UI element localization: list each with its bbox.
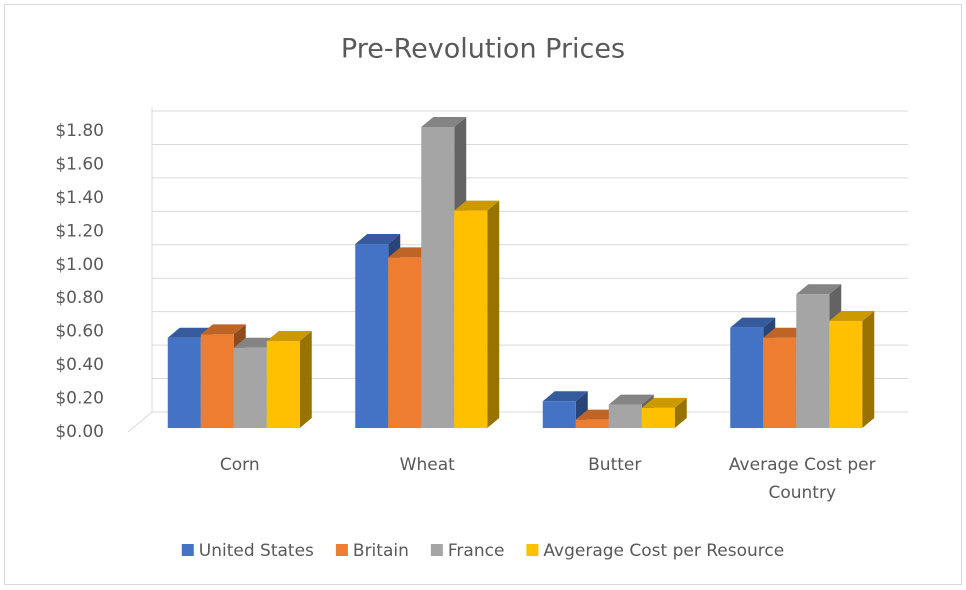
- bar-top: [608, 394, 654, 405]
- x-tick-label: Average Cost per Country: [729, 455, 876, 503]
- floor-edge: [127, 411, 153, 433]
- x-tick-label: Corn: [220, 455, 260, 475]
- bar: [796, 294, 830, 428]
- bar: [608, 404, 642, 428]
- bar-top: [730, 317, 776, 328]
- bar: [167, 337, 201, 428]
- legend-label: France: [448, 541, 505, 561]
- bar: [641, 407, 675, 428]
- bar-side: [674, 397, 687, 428]
- legend-swatch: [335, 544, 348, 556]
- bar: [454, 210, 488, 428]
- legend-label: Avgerage Cost per Resource: [543, 541, 784, 561]
- bar: [763, 337, 797, 428]
- y-tick-label: $1.60: [55, 154, 104, 174]
- bar: [542, 401, 576, 428]
- y-tick-label: $0.20: [55, 389, 104, 409]
- y-tick-label: $1.40: [55, 188, 104, 208]
- bar: [266, 341, 300, 428]
- bar: [730, 327, 764, 428]
- legend-swatch: [430, 544, 443, 556]
- y-tick-label: $1.80: [55, 121, 104, 141]
- bar-side: [862, 310, 875, 428]
- bar-top: [421, 117, 467, 127]
- bar: [200, 334, 234, 428]
- bar: [355, 244, 389, 428]
- bar-top: [542, 391, 588, 402]
- bar: [233, 347, 267, 428]
- y-tick-label: $1.00: [55, 255, 104, 275]
- bar-top: [266, 331, 312, 342]
- chart-title: Pre-Revolution Prices: [341, 34, 625, 65]
- x-tick-label: Wheat: [400, 455, 455, 475]
- bar: [388, 257, 422, 428]
- legend-swatch: [181, 544, 194, 556]
- bar-top: [829, 310, 875, 321]
- y-tick-label: $1.20: [55, 221, 104, 241]
- legend-swatch: [526, 544, 539, 556]
- bar-side: [487, 200, 500, 428]
- bar: [575, 419, 609, 428]
- y-tick-label: $0.00: [55, 422, 104, 442]
- x-tick-label: Butter: [588, 455, 641, 475]
- bar: [829, 320, 863, 428]
- y-tick-label: $0.60: [55, 322, 104, 342]
- legend: United States Britain France Avgerage Cost …: [181, 541, 784, 561]
- bar-top: [454, 200, 500, 211]
- bar: [421, 127, 455, 428]
- bar-top: [355, 234, 401, 245]
- bar-top: [641, 397, 687, 408]
- bar-side: [299, 331, 312, 428]
- bar-top: [200, 324, 246, 335]
- legend-label: Britain: [353, 541, 409, 561]
- y-tick-label: $0.80: [55, 288, 104, 308]
- bar-top: [796, 284, 842, 295]
- y-tick-label: $0.40: [55, 355, 104, 375]
- legend-label: United States: [199, 541, 314, 561]
